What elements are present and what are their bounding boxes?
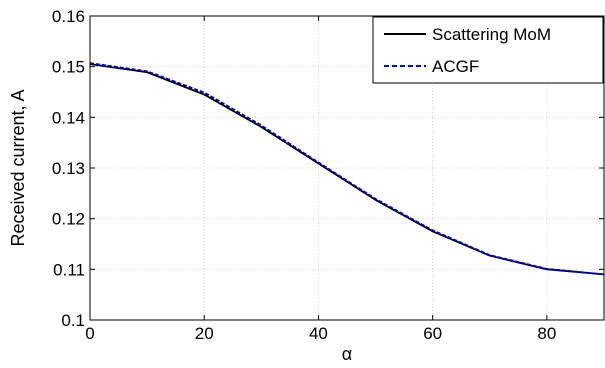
y-tick-label: 0.11 [53,260,85,279]
y-axis-title: Received current, A [8,89,28,246]
x-tick-labels: 0 20 40 60 80 [85,324,556,343]
y-tick-label: 0.16 [52,7,85,26]
x-tick-label: 60 [423,324,442,343]
x-tick-label: 0 [85,324,94,343]
y-tick-labels: 0.1 0.11 0.12 0.13 0.14 0.15 0.16 [52,7,85,330]
legend-label-scattering-mom: Scattering MoM [432,25,551,44]
y-tick-label: 0.15 [52,58,85,77]
x-tick-label: 20 [195,324,214,343]
y-tick-label: 0.1 [61,311,85,330]
y-tick-label: 0.14 [52,108,85,127]
legend-box [372,16,604,84]
legend-label-acgf: ACGF [432,57,479,76]
y-tick-label: 0.12 [52,210,85,229]
series-layer [89,62,605,276]
legend: Scattering MoM ACGF [372,16,604,84]
y-tick-label: 0.13 [52,159,85,178]
series-line-acgf [89,62,605,276]
x-tick-label: 80 [537,324,556,343]
x-axis-title: α [342,344,352,364]
x-tick-label: 40 [309,324,328,343]
